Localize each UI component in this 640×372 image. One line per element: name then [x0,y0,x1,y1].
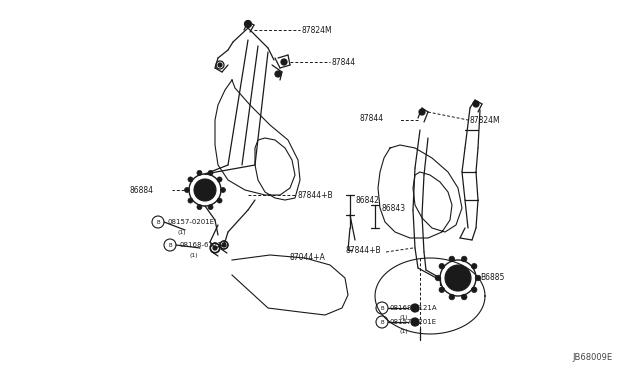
Text: 87824M: 87824M [470,115,500,125]
Text: B: B [156,219,160,224]
Text: 86884: 86884 [130,186,154,195]
Circle shape [208,205,213,209]
Text: (1): (1) [400,330,408,334]
Circle shape [194,179,216,201]
Circle shape [451,271,465,285]
Circle shape [197,205,202,209]
Circle shape [213,246,217,250]
Circle shape [244,20,252,28]
Text: (1): (1) [400,315,408,321]
Text: 87844: 87844 [360,113,384,122]
Text: (1): (1) [190,253,198,257]
Circle shape [439,263,445,269]
Circle shape [472,287,477,292]
Circle shape [449,256,454,262]
Circle shape [411,318,419,326]
Circle shape [217,198,222,203]
Text: 08157-0201E: 08157-0201E [390,319,437,325]
Circle shape [275,71,281,77]
Text: 87044+A: 87044+A [290,253,326,263]
Circle shape [449,294,454,300]
Text: 08168-6121A: 08168-6121A [180,242,228,248]
Text: 08157-0201E: 08157-0201E [168,219,215,225]
Circle shape [419,109,425,115]
Circle shape [197,170,202,175]
Text: B: B [168,243,172,247]
Text: 86842: 86842 [355,196,379,205]
Circle shape [199,184,211,196]
Circle shape [221,187,225,192]
Text: 08168-6121A: 08168-6121A [390,305,438,311]
Circle shape [217,177,222,182]
Circle shape [188,177,193,182]
Text: 86843: 86843 [382,203,406,212]
Text: B: B [380,320,384,324]
Text: 87844+B: 87844+B [297,190,333,199]
Circle shape [473,101,479,107]
Text: 87824M: 87824M [302,26,333,35]
Text: 87844+B: 87844+B [345,246,381,254]
Circle shape [188,198,193,203]
Circle shape [475,275,481,281]
Text: JB68009E: JB68009E [572,353,612,362]
Circle shape [461,294,467,300]
Circle shape [439,287,445,292]
Text: B6885: B6885 [480,273,504,282]
Text: B: B [380,305,384,311]
Circle shape [184,187,189,192]
Circle shape [472,263,477,269]
Circle shape [411,304,419,312]
Circle shape [208,170,213,175]
Circle shape [218,63,222,67]
Circle shape [435,275,441,281]
Circle shape [281,59,287,65]
Circle shape [445,265,471,291]
Circle shape [461,256,467,262]
Text: (1): (1) [178,230,187,234]
Circle shape [222,243,226,247]
Text: 87844: 87844 [332,58,356,67]
